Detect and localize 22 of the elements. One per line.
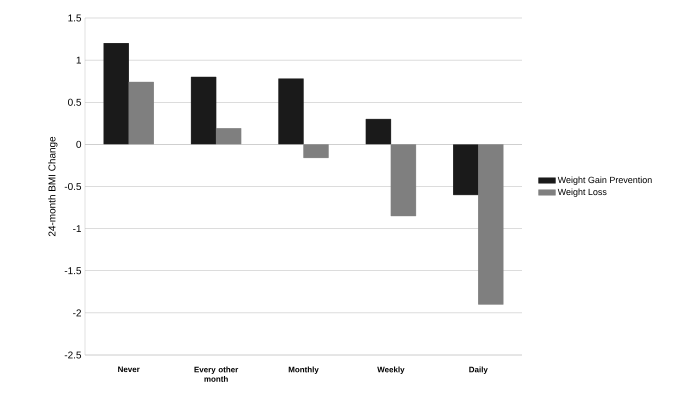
bar — [390, 144, 416, 216]
legend-label: Weight Gain Prevention — [558, 176, 652, 185]
y-tick-label: 1.5 — [68, 14, 82, 22]
bar — [366, 118, 392, 145]
bar — [128, 82, 154, 145]
y-tick-label: 0.5 — [68, 98, 82, 106]
bar — [453, 144, 479, 196]
y-tick-label: -1.5 — [64, 267, 82, 274]
bar — [303, 144, 329, 158]
bar — [190, 76, 216, 145]
y-tick-label: -1 — [73, 225, 81, 232]
y-tick-label: -2 — [73, 309, 81, 316]
bar — [478, 144, 504, 305]
legend-label: Weight Loss — [558, 188, 607, 197]
y-axis-title: 24-month BMI Change — [48, 136, 58, 236]
y-tick-label: -0.5 — [64, 182, 82, 190]
y-tick-label: -2.5 — [64, 351, 82, 359]
bar — [216, 128, 242, 145]
y-tick-label: 0 — [76, 140, 82, 148]
bar — [104, 43, 129, 145]
bar — [278, 78, 304, 145]
y-tick-label: 1 — [76, 56, 81, 64]
